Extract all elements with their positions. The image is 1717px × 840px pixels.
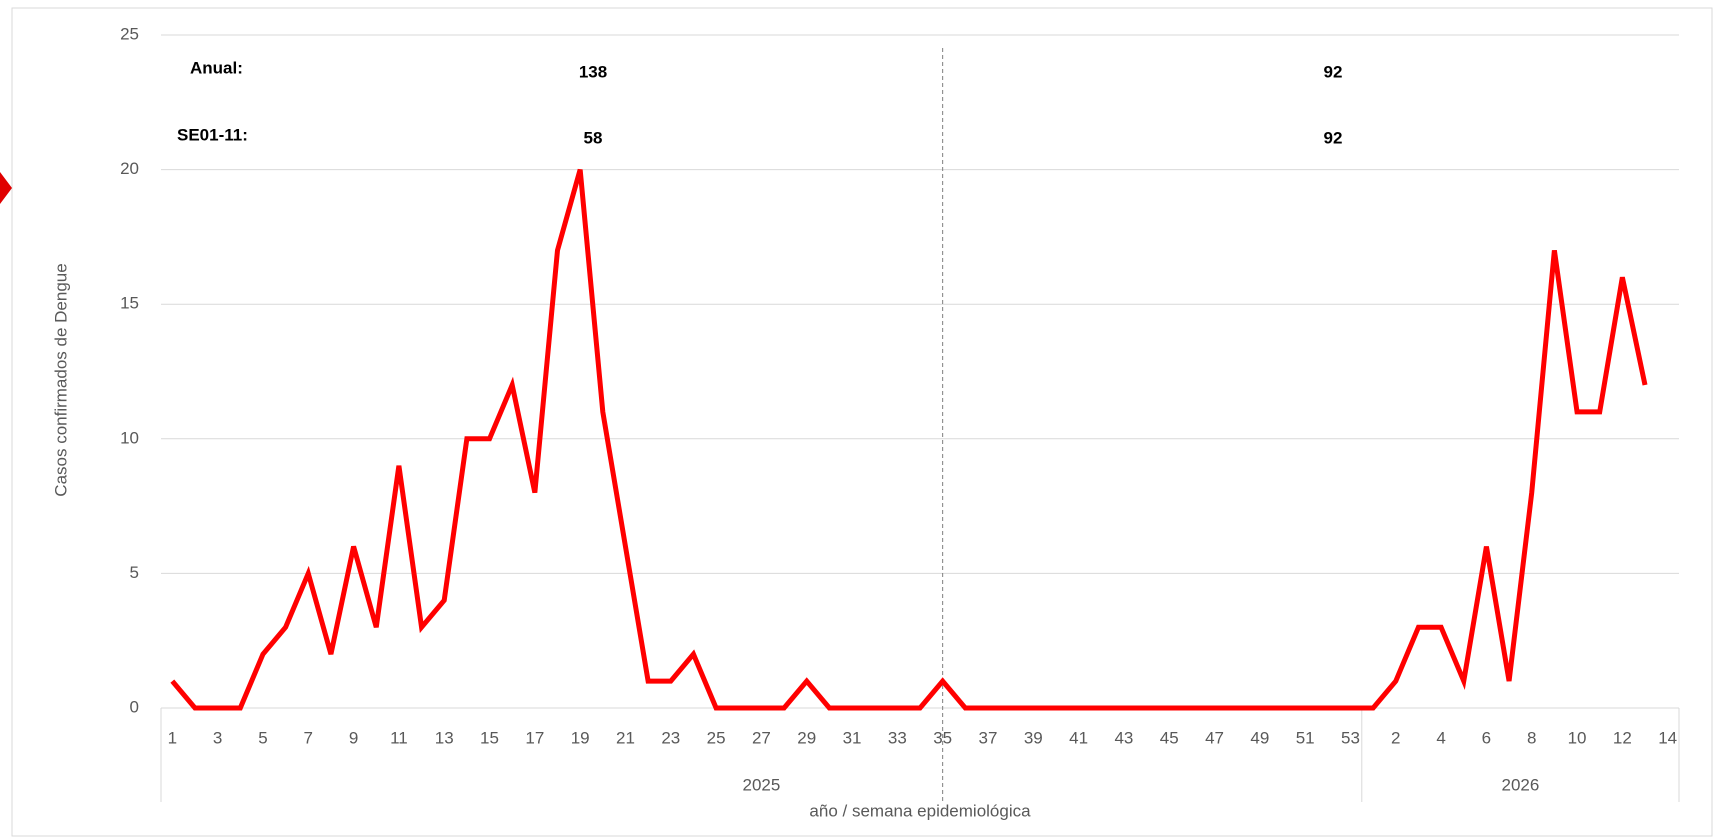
x-tick-label: 2 — [1391, 728, 1400, 747]
y-tick-label: 20 — [120, 159, 139, 178]
x-tick-label: 19 — [571, 728, 590, 747]
x-tick-label: 6 — [1482, 728, 1491, 747]
x-tick-label: 7 — [304, 728, 313, 747]
x-tick-label: 9 — [349, 728, 358, 747]
x-tick-label: 17 — [525, 728, 544, 747]
x-tick-label: 27 — [752, 728, 771, 747]
annotation-value: 138 — [579, 62, 607, 81]
x-tick-label: 10 — [1568, 728, 1587, 747]
group-label: 2025 — [742, 775, 780, 794]
y-tick-label: 25 — [120, 24, 139, 43]
x-tick-label: 51 — [1296, 728, 1315, 747]
x-tick-label: 37 — [979, 728, 998, 747]
x-tick-label: 8 — [1527, 728, 1536, 747]
x-tick-label: 1 — [168, 728, 177, 747]
annotation-value: 58 — [584, 128, 603, 147]
x-tick-label: 13 — [435, 728, 454, 747]
x-tick-label: 5 — [258, 728, 267, 747]
x-axis-title: año / semana epidemiológica — [809, 801, 1031, 820]
y-tick-label: 0 — [130, 697, 139, 716]
x-tick-label: 12 — [1613, 728, 1632, 747]
chart-frame — [11, 7, 1713, 837]
x-tick-label: 53 — [1341, 728, 1360, 747]
x-tick-label: 33 — [888, 728, 907, 747]
annotation-value: 92 — [1324, 62, 1343, 81]
y-tick-label: 5 — [130, 563, 139, 582]
x-tick-label: 23 — [661, 728, 680, 747]
y-tick-label: 15 — [120, 294, 139, 313]
x-tick-label: 31 — [843, 728, 862, 747]
marker-shape — [0, 172, 12, 204]
x-tick-label: 49 — [1250, 728, 1269, 747]
group-label: 2026 — [1501, 775, 1539, 794]
annotation-value: 92 — [1324, 128, 1343, 147]
x-tick-label: 11 — [390, 728, 408, 747]
x-tick-label: 15 — [480, 728, 499, 747]
x-tick-label: 14 — [1658, 728, 1677, 747]
annotation-label: SE01-11: — [177, 125, 248, 144]
x-tick-label: 39 — [1024, 728, 1043, 747]
x-tick-label: 3 — [213, 728, 222, 747]
y-tick-label: 10 — [120, 428, 139, 447]
annotation-label: Anual: — [190, 58, 243, 77]
data-line — [170, 168, 1648, 711]
x-tick-label: 43 — [1114, 728, 1133, 747]
x-tick-label: 41 — [1069, 728, 1088, 747]
x-tick-label: 29 — [797, 728, 816, 747]
x-tick-label: 4 — [1436, 728, 1445, 747]
x-tick-label: 47 — [1205, 728, 1224, 747]
y-axis-title: Casos confirmados de Dengue — [51, 263, 70, 496]
x-tick-label: 21 — [616, 728, 635, 747]
x-tick-label: 25 — [707, 728, 726, 747]
x-tick-label: 45 — [1160, 728, 1179, 747]
